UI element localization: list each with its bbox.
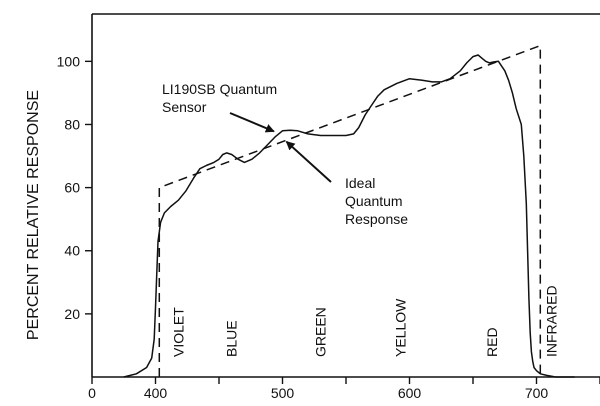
ideal-annotation-line: Response	[345, 211, 408, 227]
x-tick-label: 0	[88, 385, 96, 401]
sensor-annotation-line: LI190SB Quantum	[162, 81, 277, 97]
band-label-blue: BLUE	[224, 320, 240, 357]
sensor-annotation: LI190SB Quantum Sensor	[162, 81, 277, 131]
ideal-annotation-line: Quantum	[345, 193, 403, 209]
band-label-yellow: YELLOW	[393, 298, 409, 357]
y-tick-label: 20	[64, 306, 80, 322]
band-label-infrared: INFRARED	[544, 285, 560, 357]
y-tick-label: 60	[64, 180, 80, 196]
sensor-annotation-line: Sensor	[162, 99, 207, 115]
y-tick-label: 80	[64, 116, 80, 132]
ideal-annotation-line: Ideal	[345, 175, 375, 191]
band-label-green: GREEN	[313, 307, 329, 357]
sensor-annotation-arrow	[230, 113, 274, 131]
ideal-annotation-arrow	[287, 142, 332, 182]
x-tick-label: 400	[144, 385, 168, 401]
y-tick-label: 40	[64, 243, 80, 259]
x-tick-label: 500	[271, 385, 295, 401]
y-tick-label: 100	[57, 53, 81, 69]
x-tick-label: 600	[398, 385, 422, 401]
band-label-red: RED	[484, 327, 500, 357]
ideal-annotation: Ideal Quantum Response	[287, 142, 409, 227]
x-tick-label: 700	[525, 385, 549, 401]
y-axis-label: PERCENT RELATIVE RESPONSE	[25, 90, 42, 340]
band-label-violet: VIOLET	[170, 307, 186, 357]
